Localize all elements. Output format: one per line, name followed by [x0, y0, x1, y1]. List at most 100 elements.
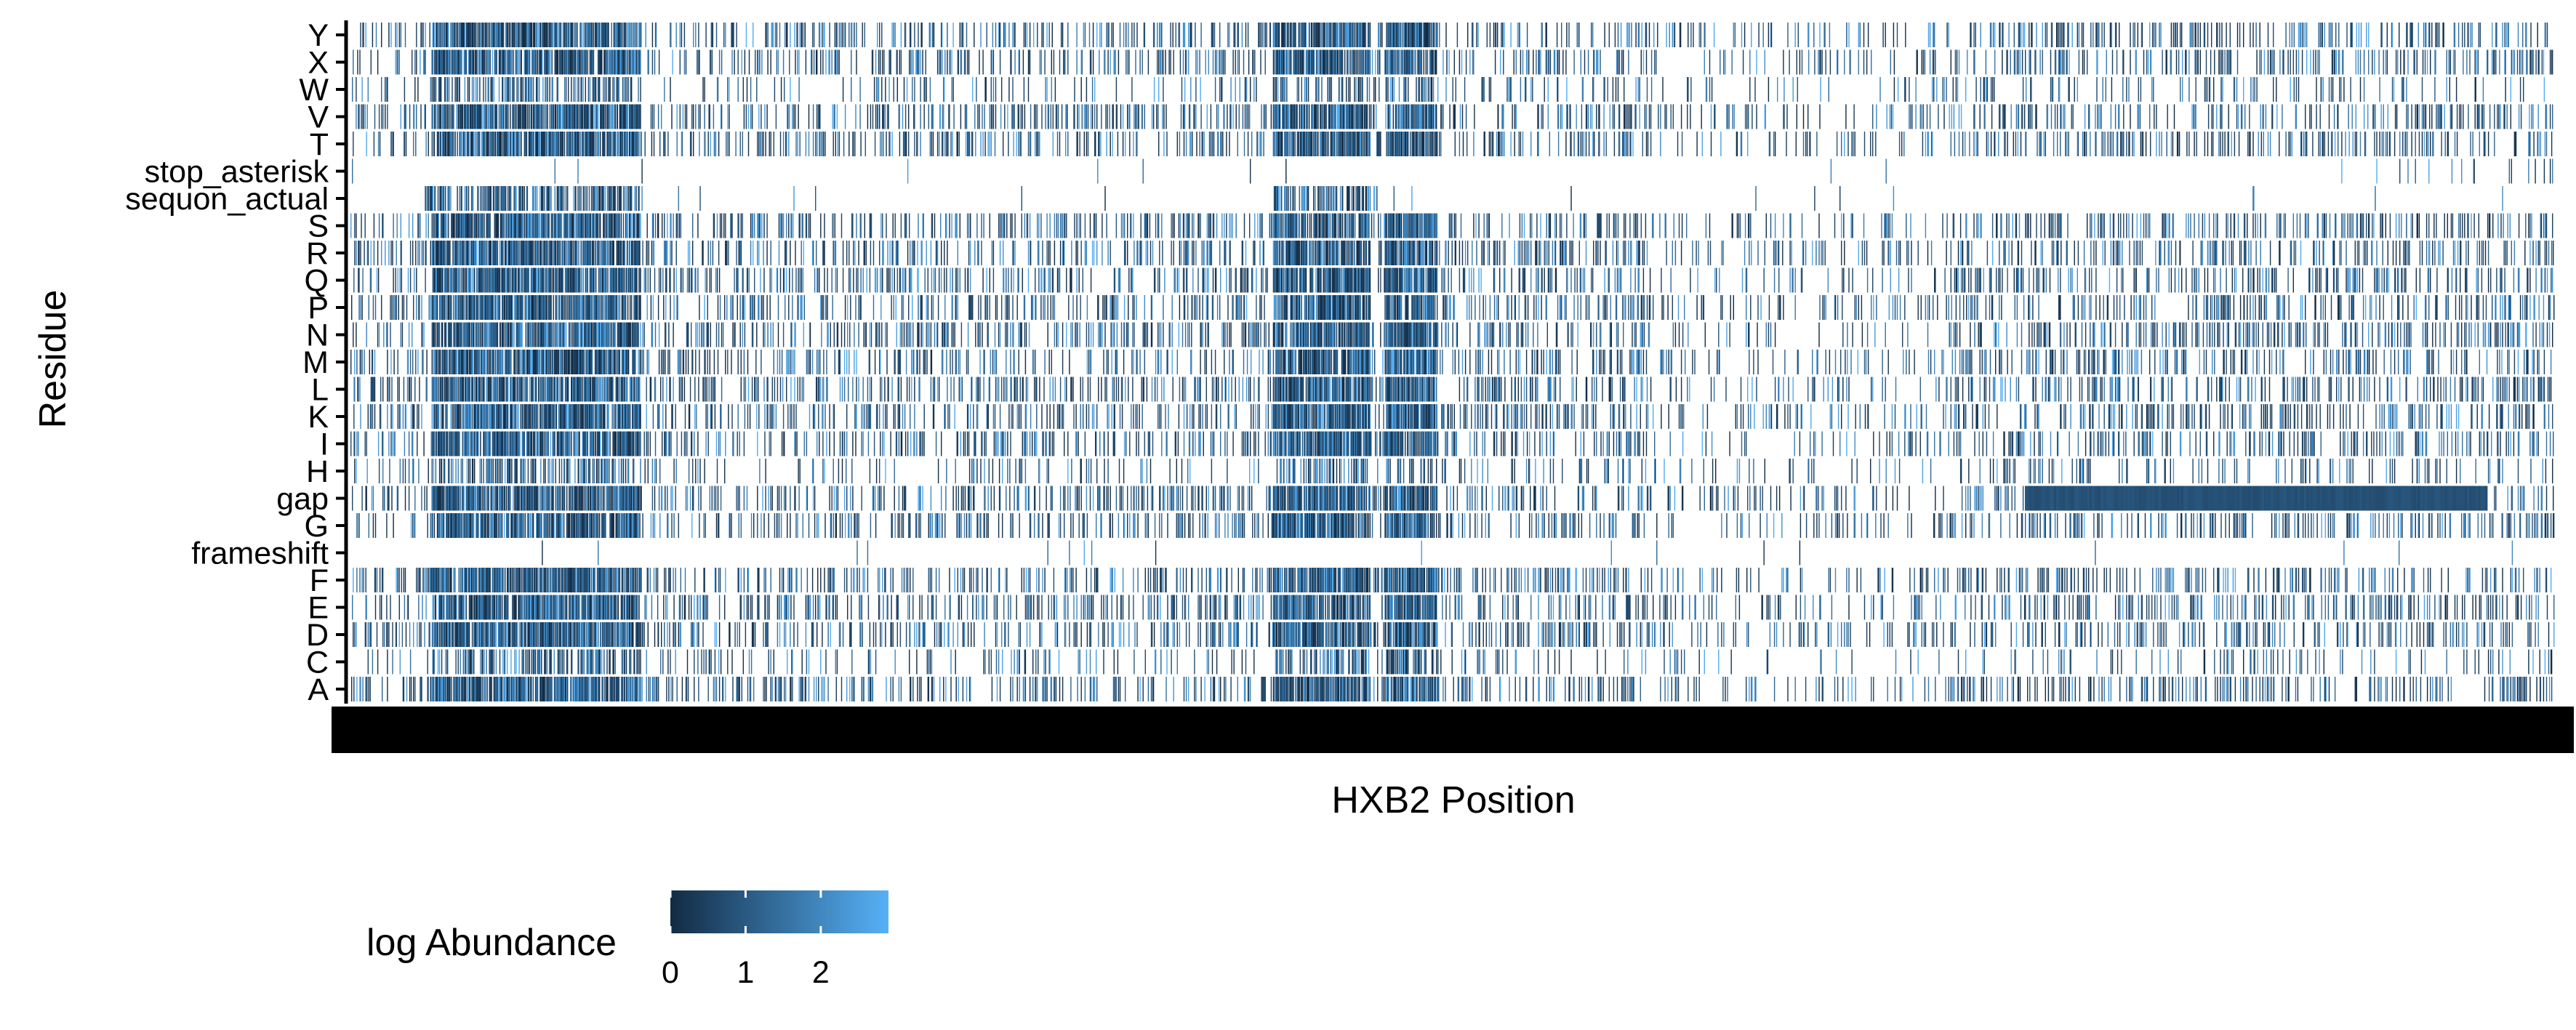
- heatmap-cell: [2114, 104, 2116, 129]
- heatmap-cell: [885, 77, 886, 102]
- heatmap-cell: [1408, 49, 1410, 75]
- heatmap-cell: [2303, 132, 2305, 156]
- heatmap-cell: [1314, 49, 1315, 75]
- heatmap-cell: [479, 213, 481, 238]
- heatmap-cell: [2341, 132, 2343, 156]
- heatmap-cell: [441, 213, 443, 238]
- heatmap-cell: [2128, 77, 2130, 102]
- heatmap-cell: [390, 132, 392, 156]
- heatmap-cell: [732, 23, 734, 47]
- heatmap-cell: [1530, 77, 1532, 102]
- heatmap-cell: [844, 23, 846, 47]
- heatmap-cell: [1001, 213, 1003, 238]
- heatmap-cell: [1411, 104, 1413, 129]
- heatmap-cell: [2481, 104, 2483, 129]
- heatmap-cell: [1324, 132, 1325, 156]
- heatmap-cell: [1159, 23, 1160, 47]
- heatmap-cell: [1037, 132, 1038, 156]
- heatmap-cell: [1476, 23, 1477, 47]
- heatmap-cell: [870, 213, 872, 238]
- heatmap-cell: [2532, 104, 2534, 129]
- heatmap-cell: [1272, 213, 1275, 238]
- heatmap-cell: [2519, 77, 2521, 102]
- heatmap-cell: [479, 132, 481, 156]
- heatmap-cell: [1064, 49, 1066, 75]
- heatmap-cell: [2103, 23, 2105, 47]
- heatmap-cell: [782, 213, 785, 238]
- heatmap-cell: [1290, 49, 1291, 75]
- heatmap-cell: [641, 186, 643, 211]
- heatmap-cell: [1324, 49, 1325, 75]
- heatmap-cell: [563, 104, 565, 129]
- heatmap-cell: [1360, 104, 1361, 129]
- heatmap-cell: [833, 104, 835, 129]
- heatmap-cell: [500, 213, 502, 238]
- heatmap-cell: [659, 132, 661, 156]
- heatmap-cell: [1208, 49, 1210, 75]
- heatmap-cell: [623, 186, 625, 211]
- heatmap-cell: [1427, 213, 1429, 238]
- heatmap-cell: [599, 23, 601, 47]
- heatmap-cell: [998, 23, 1000, 47]
- heatmap-cell: [531, 49, 534, 75]
- heatmap-cell: [1872, 104, 1874, 129]
- heatmap-cell: [617, 213, 619, 238]
- heatmap-cell: [758, 213, 760, 238]
- heatmap-cell: [2354, 132, 2356, 156]
- heatmap-cell: [1429, 77, 1431, 102]
- heatmap-cell: [852, 213, 854, 238]
- heatmap-cell: [2060, 132, 2061, 156]
- heatmap-cell: [1660, 132, 1661, 156]
- heatmap-cell: [730, 213, 731, 238]
- heatmap-cell: [1395, 23, 1397, 47]
- heatmap-cell: [1333, 132, 1335, 156]
- heatmap-cell: [1184, 77, 1186, 102]
- heatmap-cell: [2051, 77, 2053, 102]
- heatmap-cell: [1296, 49, 1298, 75]
- heatmap-cell: [1942, 77, 1943, 102]
- heatmap-cell: [1440, 104, 1442, 129]
- heatmap-cell: [1488, 213, 1490, 238]
- heatmap-cell: [474, 104, 476, 129]
- heatmap-cell: [891, 23, 893, 47]
- heatmap-cell: [1278, 213, 1280, 238]
- heatmap-cell: [1321, 49, 1323, 75]
- heatmap-cell: [2013, 23, 2015, 47]
- heatmap-cell: [360, 23, 361, 47]
- heatmap-cell: [1400, 23, 1403, 47]
- heatmap-cell: [611, 104, 613, 129]
- heatmap-cell: [2062, 49, 2063, 75]
- heatmap-cell: [928, 104, 930, 129]
- heatmap-cell: [1392, 49, 1395, 75]
- heatmap-cell: [2149, 23, 2151, 47]
- heatmap-cell: [966, 132, 968, 156]
- heatmap-cell: [502, 77, 504, 102]
- heatmap-cell: [1211, 132, 1213, 156]
- heatmap-cell: [1395, 49, 1397, 75]
- heatmap-cell: [1392, 132, 1394, 156]
- heatmap-cell: [1261, 23, 1263, 47]
- heatmap-cell: [1083, 104, 1086, 129]
- heatmap-cell: [1618, 132, 1621, 156]
- heatmap-cell: [536, 104, 537, 129]
- heatmap-cell: [428, 186, 429, 211]
- heatmap-cell: [523, 213, 526, 238]
- heatmap-cell: [1578, 23, 1581, 47]
- heatmap-cell: [579, 104, 581, 129]
- heatmap-cell: [664, 77, 665, 102]
- heatmap-cell: [1074, 104, 1075, 129]
- heatmap-cell: [1317, 132, 1319, 156]
- heatmap-cell: [1004, 23, 1006, 47]
- heatmap-cell: [595, 104, 598, 129]
- heatmap-cell: [476, 49, 478, 75]
- heatmap-cell: [657, 104, 659, 129]
- heatmap-cell: [1214, 49, 1216, 75]
- heatmap-cell: [2543, 158, 2545, 184]
- heatmap-cell: [1299, 49, 1301, 75]
- heatmap-cell: [2095, 23, 2097, 47]
- heatmap-cell: [2050, 104, 2053, 129]
- heatmap-cell: [1107, 23, 1109, 47]
- heatmap-cell: [1304, 132, 1307, 156]
- heatmap-cell: [2466, 49, 2468, 75]
- heatmap-cell: [1388, 213, 1389, 238]
